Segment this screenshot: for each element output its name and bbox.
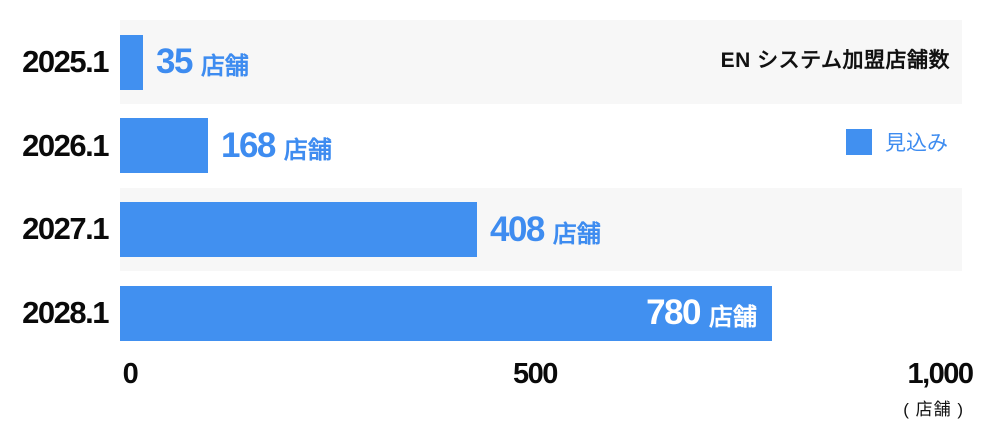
row-band <box>120 20 962 104</box>
axis-unit-label: ( 店舗 ) <box>903 400 964 419</box>
category-label-2028: 2028.1 <box>22 295 109 331</box>
value-unit: 店舗 <box>200 53 249 80</box>
category-label-2027: 2027.1 <box>22 211 109 247</box>
legend: 見込み <box>846 129 948 155</box>
chart-title: EN システム加盟店舗数 <box>720 49 950 72</box>
bar-2028: 780 店舗 <box>120 285 772 341</box>
legend-label: 見込み <box>885 132 948 155</box>
value-unit: 店舗 <box>709 304 757 332</box>
legend-swatch-icon <box>846 129 872 155</box>
row-band <box>120 103 962 188</box>
bar-2025 <box>120 34 143 90</box>
value-label-2026: 168 店舗 <box>221 118 332 173</box>
value-number: 168 <box>221 125 276 165</box>
category-label-2025: 2025.1 <box>22 43 109 79</box>
value-unit: 店舗 <box>552 220 601 248</box>
value-label-2028: 780 店舗 <box>646 286 757 341</box>
value-number: 35 <box>156 42 193 81</box>
category-label-2026: 2026.1 <box>22 127 109 163</box>
value-label-2027: 408 店舗 <box>490 202 601 257</box>
value-number: 780 <box>646 293 701 333</box>
bar-2027 <box>120 202 477 257</box>
xtick-1000: 1,000 <box>907 358 974 390</box>
value-label-2025: 35 店舗 <box>156 35 249 90</box>
value-unit: 店舗 <box>283 136 332 164</box>
xtick-500: 500 <box>513 358 558 390</box>
value-number: 408 <box>490 209 545 249</box>
bar-2026 <box>120 118 208 174</box>
xtick-0: 0 <box>122 358 139 390</box>
